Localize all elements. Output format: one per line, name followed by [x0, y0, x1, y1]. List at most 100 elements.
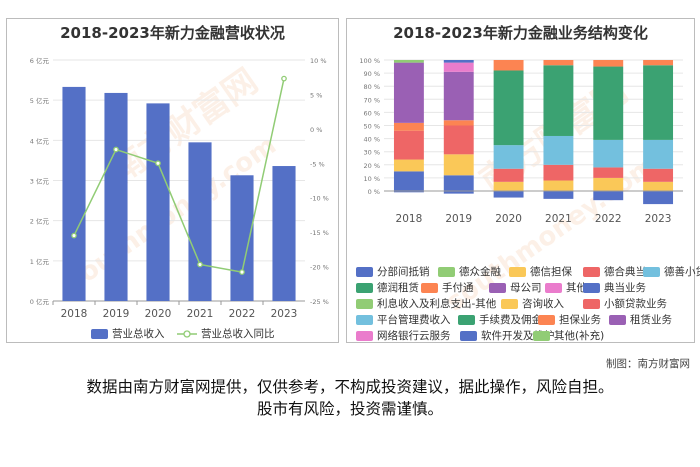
stacked-segment — [593, 167, 624, 178]
stacked-segment — [493, 191, 524, 198]
legend-item[interactable]: 小额贷款业务 — [583, 296, 667, 311]
stacked-segment — [443, 60, 474, 63]
y-left-tick-label: 1 亿元 — [30, 257, 50, 266]
legend-swatch — [356, 282, 373, 293]
stacked-segment — [643, 60, 674, 66]
yoy-growth-point — [239, 269, 245, 275]
y-right-tick-label: -25 % — [310, 298, 329, 306]
y-right-tick-label: 0 % — [310, 126, 322, 134]
revenue-bar — [62, 86, 86, 301]
x-tick-label: 2023 — [645, 213, 672, 225]
stacked-segment — [443, 120, 474, 126]
legend-swatch — [458, 314, 475, 325]
legend-label: 小额贷款业务 — [604, 298, 667, 310]
legend-item[interactable]: 咨询收入 — [501, 296, 564, 311]
legend-label: 担保业务 — [559, 314, 601, 326]
y-left-tick-label: 2 亿元 — [30, 217, 50, 226]
x-tick-label: 2019 — [445, 213, 472, 225]
revenue-bar — [272, 166, 296, 301]
legend-swatch — [438, 266, 455, 277]
stacked-segment — [543, 164, 574, 181]
legend-swatch — [545, 282, 562, 293]
stacked-segment — [393, 159, 424, 172]
stacked-segment — [643, 191, 674, 205]
legend-swatch — [583, 282, 600, 293]
legend-item[interactable]: 平台管理费收入 — [356, 312, 451, 327]
y-right-tick-label: 10 % — [310, 57, 327, 65]
legend-swatch — [609, 314, 626, 325]
stacked-segment — [543, 135, 574, 165]
business-chart-plot: 0 % 10 % 20 % 30 % 40 % 50 % 60 % 70 % 80 % 90 % 1… — [359, 57, 683, 225]
y-right-tick-label: -15 % — [310, 229, 329, 237]
legend-swatch — [533, 330, 550, 341]
stacked-segment — [393, 122, 424, 131]
y-tick-label: 90 % — [363, 70, 380, 78]
disclaimer-line-2: 股市有风险，投资需谨慎。 — [256, 400, 443, 418]
stacked-segment — [443, 154, 474, 176]
legend-item-revenue[interactable]: 营业总收入 — [91, 326, 165, 341]
y-tick-label: 10 % — [363, 175, 380, 183]
legend-label: 咨询收入 — [522, 298, 564, 310]
revenue-bar — [104, 92, 128, 301]
y-tick-label: 60 % — [363, 109, 380, 117]
yoy-growth-point — [197, 261, 203, 268]
stacked-segment — [493, 168, 524, 182]
y-tick-label: 50 % — [363, 123, 380, 131]
legend-item[interactable]: 利息收入及利息支出-其他 — [356, 296, 496, 311]
stacked-segment — [543, 191, 574, 199]
y-right-tick-label: -20 % — [310, 264, 329, 272]
x-tick-label: 2022 — [229, 308, 256, 320]
legend-item[interactable]: 其他(补充) — [533, 328, 604, 343]
y-tick-label: 80 % — [363, 83, 380, 91]
stacked-segment — [643, 168, 674, 182]
stacked-segment — [393, 130, 424, 160]
yoy-growth-point — [113, 146, 119, 153]
yoy-growth-point — [71, 232, 77, 239]
legend-item[interactable]: 手付通 — [421, 280, 474, 295]
legend-label: 平台管理费收入 — [377, 314, 451, 326]
revenue-bar — [230, 175, 254, 301]
business-chart-title: 2018-2023年新力金融业务结构变化 — [393, 24, 648, 42]
legend-item-yoy[interactable]: 营业总收入同比 — [177, 326, 275, 341]
x-tick-label: 2018 — [396, 213, 423, 225]
legend-item[interactable]: 德合典当 — [583, 264, 646, 279]
legend-swatch — [460, 330, 477, 341]
legend-item[interactable]: 德信担保 — [509, 264, 572, 279]
legend-item[interactable]: 德众金融 — [438, 264, 501, 279]
legend-item[interactable]: 分部间抵销 — [356, 264, 430, 279]
legend-swatch — [421, 282, 438, 293]
legend-item[interactable]: 德润租赁 — [356, 280, 419, 295]
stacked-segment — [393, 171, 424, 191]
legend-item[interactable]: 租赁业务 — [609, 312, 672, 327]
revenue-chart-title: 2018-2023年新力金融营收状况 — [60, 24, 285, 42]
y-left-tick-label: 4 亿元 — [30, 136, 50, 145]
y-right-tick-label: -10 % — [310, 195, 329, 203]
source-credit: 制图：南方财富网 — [606, 358, 690, 370]
legend-line-icon — [177, 329, 197, 338]
legend-swatch — [643, 266, 660, 277]
revenue-chart-panel: 2018-2023年新力金融营收状况 南方财富网 southmoney.com … — [6, 18, 339, 343]
legend-label: 德善小贷 — [664, 266, 700, 278]
stacked-segment — [643, 139, 674, 169]
x-tick-label: 2020 — [495, 213, 522, 225]
legend-label: 营业总收入同比 — [201, 328, 275, 340]
legend-swatch — [91, 328, 108, 339]
stacked-segment — [493, 145, 524, 169]
legend-item[interactable]: 德善小贷 — [643, 264, 700, 279]
legend-item[interactable]: 手续费及佣金 — [458, 312, 542, 327]
legend-swatch — [356, 298, 373, 309]
stacked-segment — [643, 65, 674, 140]
stacked-segment — [593, 60, 624, 67]
stacked-segment — [393, 62, 424, 123]
legend-label: 手续费及佣金 — [479, 314, 542, 326]
legend-item[interactable]: 担保业务 — [538, 312, 601, 327]
stacked-segment — [443, 125, 474, 155]
x-tick-label: 2021 — [187, 308, 214, 320]
legend-item[interactable]: 网络银行云服务 — [356, 328, 451, 343]
legend-item[interactable]: 典当业务 — [583, 280, 646, 295]
business-structure-chart-panel: 2018-2023年新力金融业务结构变化 南方财富网 southmoney.co… — [346, 18, 700, 343]
legend-item[interactable]: 其他 — [545, 280, 587, 295]
legend-item[interactable]: 母公司 — [489, 280, 542, 295]
legend-label: 典当业务 — [604, 282, 646, 294]
legend-label: 德众金融 — [459, 266, 501, 278]
